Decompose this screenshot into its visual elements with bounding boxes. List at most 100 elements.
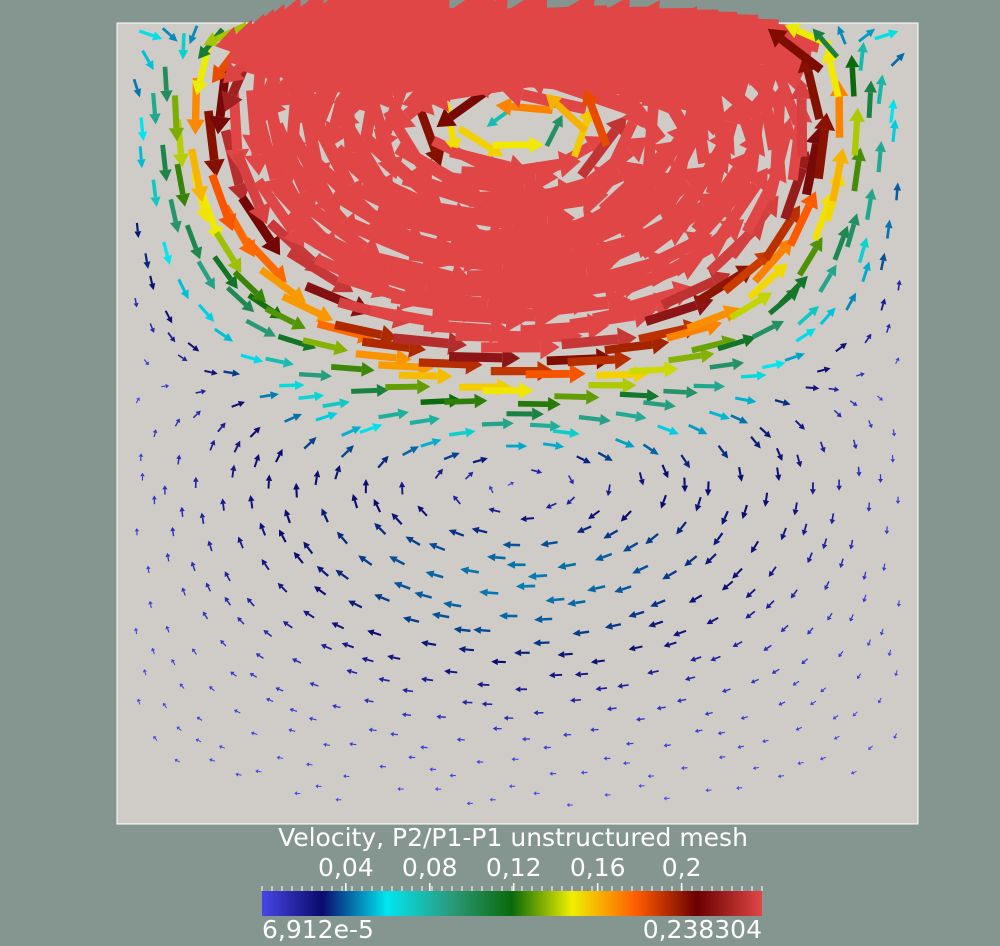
velocity-arrow bbox=[603, 756, 611, 761]
arrow-head bbox=[570, 697, 576, 704]
arrow-shaft bbox=[814, 129, 829, 180]
arrow-head bbox=[448, 529, 457, 536]
arrow-head bbox=[358, 555, 367, 563]
velocity-arrow bbox=[303, 541, 314, 555]
arrow-shaft bbox=[797, 246, 819, 277]
arrow-head bbox=[557, 562, 567, 570]
arrow-head bbox=[616, 0, 661, 57]
velocity-arrow bbox=[858, 28, 876, 43]
arrow-head bbox=[636, 716, 641, 722]
velocity-arrow bbox=[261, 559, 270, 571]
arrow-head bbox=[614, 585, 624, 594]
velocity-arrow bbox=[237, 536, 244, 549]
arrow-shaft bbox=[321, 569, 329, 577]
arrow-head bbox=[580, 770, 584, 775]
arrow-shaft bbox=[552, 773, 557, 775]
velocity-arrow bbox=[735, 396, 757, 405]
arrow-head bbox=[814, 112, 836, 132]
arrow-shaft bbox=[253, 732, 258, 736]
arrow-head bbox=[632, 566, 641, 574]
arrow-shaft bbox=[743, 111, 765, 183]
arrow-head bbox=[536, 468, 543, 475]
velocity-arrow bbox=[877, 395, 883, 401]
arrow-head bbox=[839, 563, 845, 569]
arrow-head bbox=[893, 182, 902, 191]
velocity-arrow bbox=[178, 33, 189, 60]
arrow-head bbox=[209, 439, 216, 446]
arrow-head bbox=[683, 460, 691, 469]
arrow-shaft bbox=[346, 644, 355, 649]
velocity-arrow bbox=[879, 628, 885, 636]
arrow-shaft bbox=[191, 25, 199, 37]
arrow-shaft bbox=[711, 617, 719, 623]
arrow-head bbox=[515, 686, 521, 693]
arrow-head bbox=[428, 414, 440, 426]
velocity-arrow bbox=[174, 163, 190, 207]
arrow-shaft bbox=[657, 424, 672, 433]
arrow-shaft bbox=[492, 141, 530, 149]
arrow-shaft bbox=[694, 594, 703, 601]
arrow-shaft bbox=[393, 733, 399, 736]
velocity-arrow bbox=[488, 507, 501, 514]
arrow-shaft bbox=[596, 370, 635, 379]
velocity-arrow bbox=[393, 581, 411, 590]
arrow-head bbox=[563, 732, 567, 738]
velocity-arrow bbox=[732, 567, 743, 579]
arrow-shaft bbox=[192, 413, 198, 419]
velocity-arrow bbox=[205, 582, 212, 592]
velocity-arrow bbox=[525, 364, 586, 384]
velocity-arrow bbox=[341, 426, 362, 437]
velocity-arrow bbox=[884, 526, 890, 535]
arrow-head bbox=[486, 116, 499, 127]
colorbar-title: Velocity, P2/P1-P1 unstructured mesh bbox=[278, 823, 748, 852]
velocity-arrow bbox=[401, 712, 412, 718]
arrow-head bbox=[856, 675, 861, 680]
velocity-arrow bbox=[265, 697, 274, 703]
velocity-arrow bbox=[581, 88, 611, 148]
velocity-arrow bbox=[684, 675, 696, 682]
arrow-shaft bbox=[609, 529, 619, 536]
arrow-shaft bbox=[138, 29, 155, 38]
velocity-arrow bbox=[491, 658, 506, 666]
arrow-shaft bbox=[574, 699, 581, 702]
arrow-head bbox=[361, 362, 375, 377]
arrow-shaft bbox=[295, 659, 302, 664]
arrow-shaft bbox=[435, 545, 446, 552]
arrow-shaft bbox=[143, 359, 148, 364]
velocity-arrow bbox=[529, 420, 561, 432]
velocity-arrow bbox=[716, 55, 760, 148]
arrow-shaft bbox=[547, 541, 558, 545]
arrow-shaft bbox=[611, 623, 622, 628]
arrow-head bbox=[248, 202, 271, 225]
velocity-arrow bbox=[533, 639, 550, 647]
arrow-head bbox=[336, 531, 345, 540]
velocity-arrow bbox=[642, 443, 659, 455]
arrow-shaft bbox=[497, 660, 506, 664]
arrow-shaft bbox=[753, 678, 759, 682]
arrow-shaft bbox=[839, 650, 844, 655]
arrow-head bbox=[638, 478, 645, 486]
arrow-head bbox=[756, 370, 767, 381]
arrow-head bbox=[879, 631, 885, 636]
arrow-shaft bbox=[398, 371, 438, 380]
arrow-shaft bbox=[409, 417, 430, 426]
velocity-arrow bbox=[170, 526, 176, 537]
arrow-shaft bbox=[885, 327, 890, 333]
arrow-head bbox=[328, 97, 360, 128]
velocity-arrow bbox=[663, 796, 670, 801]
arrow-head bbox=[645, 536, 654, 545]
arrow-shaft bbox=[803, 523, 808, 531]
velocity-arrow bbox=[136, 698, 141, 705]
arrow-head bbox=[162, 702, 167, 707]
arrow-shaft bbox=[845, 299, 854, 311]
arrow-shaft bbox=[252, 674, 258, 678]
arrow-shaft bbox=[181, 511, 184, 517]
arrow-head bbox=[137, 131, 148, 142]
arrow-head bbox=[514, 649, 522, 657]
arrow-head bbox=[805, 328, 816, 338]
velocity-arrow bbox=[836, 479, 842, 491]
velocity-arrow bbox=[495, 97, 553, 116]
arrow-head bbox=[581, 88, 600, 108]
arrow-shaft bbox=[761, 362, 777, 370]
arrow-head bbox=[244, 153, 271, 176]
